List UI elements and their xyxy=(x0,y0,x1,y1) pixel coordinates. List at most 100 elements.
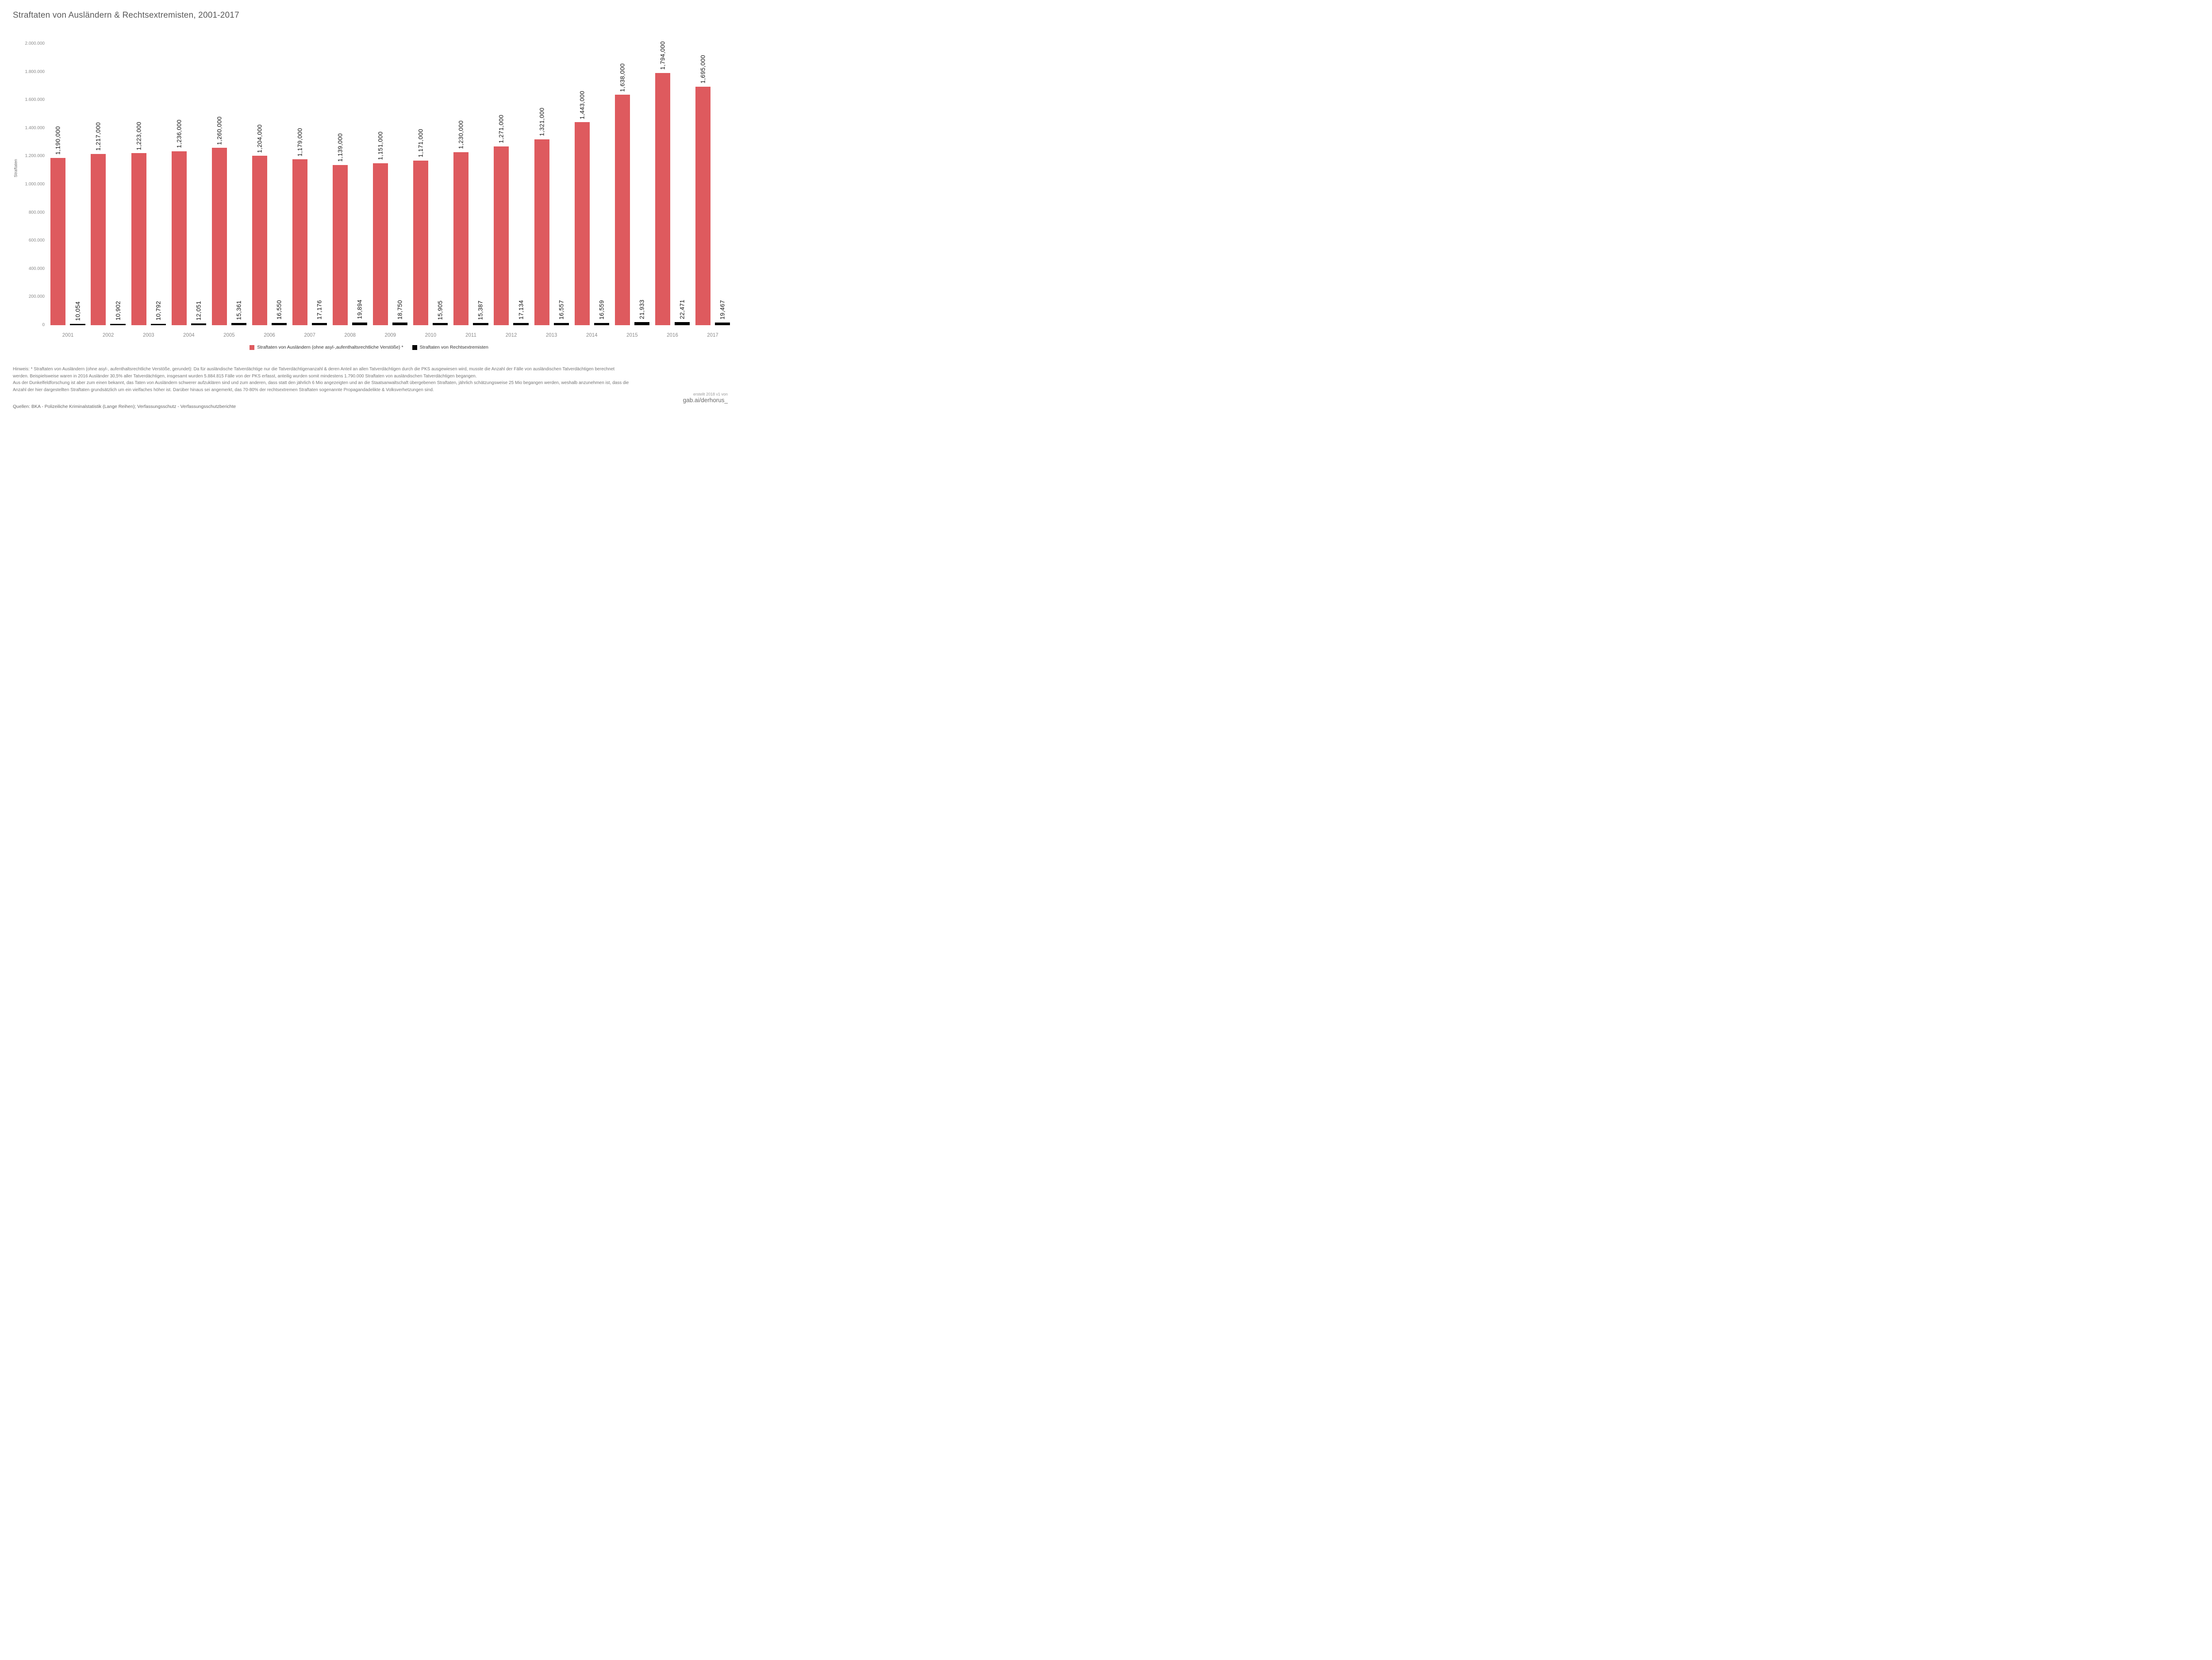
year-group-2006: 1,204,000 16,550 2006 xyxy=(249,44,289,338)
footnote-line-2: werden. Beispielsweise waren in 2016 Aus… xyxy=(13,373,477,379)
year-group-2016: 1,794,000 22,471 2016 xyxy=(652,41,692,338)
value-label-rechtsextremisten-2016: 22,471 xyxy=(679,299,686,319)
footnote-block: Hinweis: * Straftaten von Ausländern (oh… xyxy=(13,366,716,393)
year-group-2007: 1,179,000 17,176 2007 xyxy=(290,44,330,338)
bar-auslaender-2007 xyxy=(292,159,307,325)
bar-rechtsextremisten-2013 xyxy=(553,323,569,325)
value-label-auslaender-2017: 1,695,000 xyxy=(699,55,707,84)
x-axis-label-2004: 2004 xyxy=(183,333,195,338)
value-label-auslaender-2003: 1,223,000 xyxy=(135,121,142,150)
bar-auslaender-2008 xyxy=(333,165,348,325)
year-group-2017: 1,695,000 19,467 2017 xyxy=(693,44,733,338)
bar-rechtsextremisten-2012 xyxy=(513,323,529,325)
legend-label-auslaender: Straftaten von Ausländern (ohne asyl-,au… xyxy=(257,345,403,350)
value-label-auslaender-2002: 1,217,000 xyxy=(95,122,102,151)
value-label-auslaender-2009: 1,151,000 xyxy=(377,131,384,160)
x-axis-label-2005: 2005 xyxy=(223,333,235,338)
bar-auslaender-2013 xyxy=(534,139,549,325)
bar-auslaender-2012 xyxy=(494,146,509,325)
value-label-rechtsextremisten-2004: 12,051 xyxy=(195,300,202,321)
bar-auslaender-2015 xyxy=(614,95,630,325)
year-group-2015: 1,638,000 21,933 2015 xyxy=(612,44,652,338)
bar-auslaender-2009 xyxy=(373,163,388,325)
value-label-auslaender-2015: 1,638,000 xyxy=(619,63,626,92)
value-label-rechtsextremisten-2008: 19,894 xyxy=(356,300,363,319)
value-label-auslaender-2007: 1,179,000 xyxy=(296,127,303,157)
legend-entry-auslaender: Straftaten von Ausländern (ohne asyl-,au… xyxy=(250,345,403,350)
value-label-rechtsextremisten-2013: 16,557 xyxy=(558,300,565,320)
bar-rechtsextremisten-2010 xyxy=(433,323,448,325)
sources-line: Quellen: BKA - Polizeiliche Kriminalstat… xyxy=(13,404,236,409)
value-label-rechtsextremisten-2017: 19,467 xyxy=(719,300,726,319)
year-group-2011: 1,230,000 15,387 2011 xyxy=(451,44,491,338)
bar-auslaender-2006 xyxy=(252,156,267,325)
x-axis-label-2010: 2010 xyxy=(425,333,437,338)
x-axis-label-2017: 2017 xyxy=(707,333,718,338)
bar-rechtsextremisten-2011 xyxy=(473,323,488,325)
x-axis-label-2016: 2016 xyxy=(667,333,678,338)
bar-rechtsextremisten-2004 xyxy=(191,323,206,325)
bar-rechtsextremisten-2003 xyxy=(150,323,166,325)
bar-auslaender-2004 xyxy=(171,151,187,325)
bar-rechtsextremisten-2002 xyxy=(110,323,126,325)
bar-auslaender-2005 xyxy=(211,148,227,325)
value-label-auslaender-2004: 1,236,000 xyxy=(176,119,183,148)
y-axis-ticks: 0 200.000 400.000 600.000 800.000 1.000.000 1.… xyxy=(0,41,45,327)
credit-created-line: erstellt 2018 v1 von xyxy=(693,392,728,396)
y-tick-200.000: 200.000 xyxy=(28,294,45,300)
value-label-rechtsextremisten-2006: 16,550 xyxy=(276,300,283,320)
footnote-line-4: Anzahl der hier dargestellten Straftaten… xyxy=(13,387,434,392)
value-label-auslaender-2013: 1,321,000 xyxy=(538,108,545,136)
x-axis-label-2012: 2012 xyxy=(505,333,517,338)
y-tick-1.600.000: 1.600.000 xyxy=(25,97,45,103)
value-label-auslaender-2006: 1,204,000 xyxy=(256,124,263,153)
value-label-auslaender-2008: 1,139,000 xyxy=(337,133,344,162)
bar-rechtsextremisten-2017 xyxy=(714,322,730,325)
x-axis-label-2008: 2008 xyxy=(344,333,356,338)
year-group-2004: 1,236,000 12,051 2004 xyxy=(169,44,209,338)
x-axis-label-2014: 2014 xyxy=(586,333,598,338)
value-label-auslaender-2016: 1,794,000 xyxy=(659,41,666,70)
value-label-auslaender-2011: 1,230,000 xyxy=(457,120,465,149)
year-group-2003: 1,223,000 10,792 2003 xyxy=(128,44,169,338)
plot-area: 1,190,000 10,054 2001 1,217,000 10,902 2002 1,… xyxy=(48,41,733,338)
bar-auslaender-2016 xyxy=(655,73,670,325)
y-tick-0: 0 xyxy=(42,323,45,327)
legend-swatch-black xyxy=(412,345,417,350)
bar-auslaender-2001 xyxy=(50,158,66,325)
y-tick-1.200.000: 1.200.000 xyxy=(25,154,45,159)
bar-auslaender-2014 xyxy=(574,122,590,325)
value-label-auslaender-2005: 1,260,000 xyxy=(216,116,223,145)
x-axis-label-2001: 2001 xyxy=(62,333,74,338)
value-label-rechtsextremisten-2015: 21,933 xyxy=(638,299,645,319)
value-label-rechtsextremisten-2010: 15,905 xyxy=(437,300,444,320)
year-group-2002: 1,217,000 10,902 2002 xyxy=(88,44,128,338)
x-axis-label-2013: 2013 xyxy=(545,333,557,338)
x-axis-label-2006: 2006 xyxy=(264,333,275,338)
x-axis-label-2009: 2009 xyxy=(384,333,396,338)
value-label-rechtsextremisten-2005: 15,361 xyxy=(235,300,242,320)
x-axis-label-2007: 2007 xyxy=(304,333,315,338)
legend: Straftaten von Ausländern (ohne asyl-,au… xyxy=(0,345,738,350)
chart-title: Straftaten von Ausländern & Rechtsextrem… xyxy=(13,11,239,20)
value-label-auslaender-2012: 1,271,000 xyxy=(498,115,505,143)
bar-rechtsextremisten-2001 xyxy=(70,323,85,325)
value-label-rechtsextremisten-2003: 10,792 xyxy=(155,301,162,321)
value-label-rechtsextremisten-2007: 17,176 xyxy=(316,300,323,320)
year-group-2010: 1,171,000 15,905 2010 xyxy=(411,44,451,338)
bar-rechtsextremisten-2009 xyxy=(392,323,408,325)
bar-rechtsextremisten-2016 xyxy=(674,322,690,325)
bar-rechtsextremisten-2005 xyxy=(231,323,246,325)
value-label-auslaender-2014: 1,443,000 xyxy=(579,90,586,119)
value-label-rechtsextremisten-2002: 10,902 xyxy=(115,301,122,321)
year-group-2005: 1,260,000 15,361 2005 xyxy=(209,44,249,338)
legend-swatch-red xyxy=(250,345,255,350)
legend-entry-rechtsextremisten: Straftaten von Rechtsextremisten xyxy=(412,345,488,350)
y-tick-1.000.000: 1.000.000 xyxy=(25,182,45,187)
x-axis-label-2011: 2011 xyxy=(465,333,476,338)
value-label-rechtsextremisten-2009: 18,750 xyxy=(396,300,403,320)
y-tick-800.000: 800.000 xyxy=(28,210,45,215)
value-label-rechtsextremisten-2001: 10,054 xyxy=(74,301,81,321)
bar-auslaender-2017 xyxy=(695,87,710,325)
footnote-line-1: Hinweis: * Straftaten von Ausländern (oh… xyxy=(13,367,615,372)
